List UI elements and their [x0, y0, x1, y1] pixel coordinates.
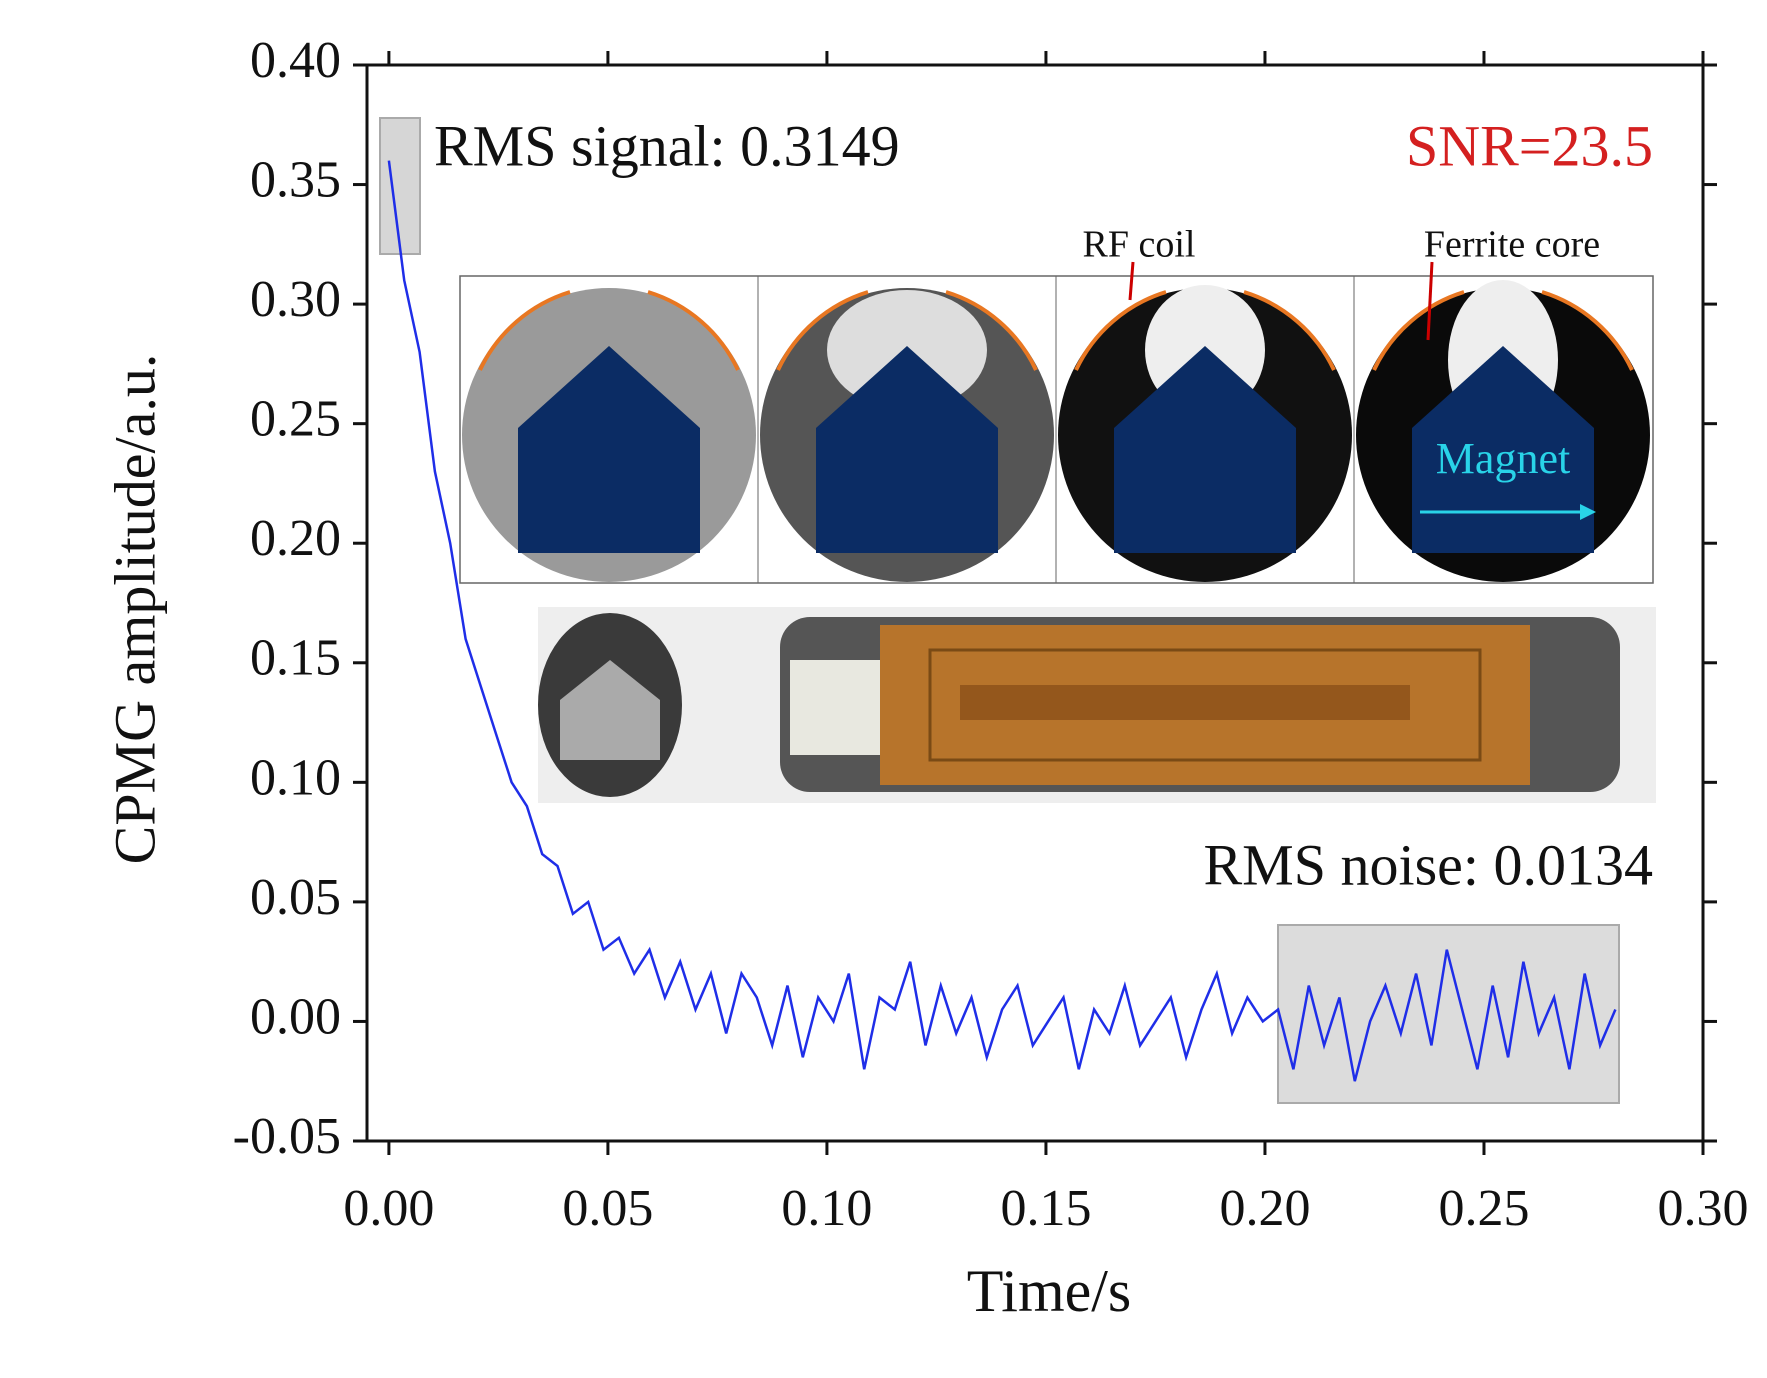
- ferrite-label: Ferrite core: [1424, 224, 1600, 266]
- rms-signal: RMS signal: 0.3149: [434, 113, 900, 178]
- x-tick-label: 0.10: [781, 1180, 872, 1237]
- y-tick-label: 0.30: [250, 271, 341, 328]
- coil-arc: [1372, 290, 1634, 371]
- coil-trace: [960, 685, 1410, 720]
- x-tick-label: 0.15: [1000, 1180, 1091, 1237]
- y-tick-label: 0.00: [250, 988, 341, 1045]
- coil-arc: [478, 290, 740, 371]
- snr: SNR=23.5: [1406, 113, 1653, 178]
- probe-magnet: [560, 660, 660, 760]
- y-tick-label: 0.10: [250, 749, 341, 806]
- x-tick-label: 0.30: [1658, 1180, 1749, 1237]
- rms-noise: RMS noise: 0.0134: [1203, 832, 1653, 897]
- rf-coil-label: RF coil: [1083, 224, 1196, 266]
- y-tick-label: 0.05: [250, 869, 341, 926]
- x-tick-label: 0.00: [343, 1180, 434, 1237]
- y-tick-label: 0.25: [250, 391, 341, 448]
- arrow-head: [1580, 504, 1596, 520]
- field-inset: Magnet RF coil Ferrite core: [459, 224, 1654, 584]
- ferrite-block: [790, 660, 880, 755]
- plot-frame: [365, 63, 1705, 1143]
- x-tick-label: 0.05: [562, 1180, 653, 1237]
- x-tick-label: 0.25: [1438, 1180, 1529, 1237]
- pointer: [1426, 261, 1434, 341]
- x-axis-label: Time/s: [967, 1258, 1132, 1324]
- plot-area: [387, 160, 1617, 1082]
- signal-window: [379, 117, 421, 255]
- y-tick-label: -0.05: [233, 1108, 341, 1165]
- magnet-label: Magnet: [1436, 434, 1570, 483]
- pointer: [1128, 261, 1135, 301]
- y-tick-label: 0.40: [250, 32, 341, 89]
- magnet-shape: [1114, 346, 1296, 583]
- y-tick-label: 0.20: [250, 510, 341, 567]
- coil-arc: [776, 290, 1038, 371]
- y-tick-label: 0.35: [250, 151, 341, 208]
- magnet-shape: [518, 346, 700, 583]
- magnet-shape: [816, 346, 998, 583]
- magnet-shape: [1412, 346, 1594, 553]
- y-axis-label: CPMG amplitude/a.u.: [102, 354, 167, 865]
- coil-arc: [1074, 290, 1336, 371]
- signal-line: [387, 160, 1617, 1082]
- photo-inset: [538, 607, 1656, 803]
- y-tick-label: 0.15: [250, 630, 341, 687]
- coil-trace: [928, 648, 1482, 762]
- x-tick-label: 0.20: [1219, 1180, 1310, 1237]
